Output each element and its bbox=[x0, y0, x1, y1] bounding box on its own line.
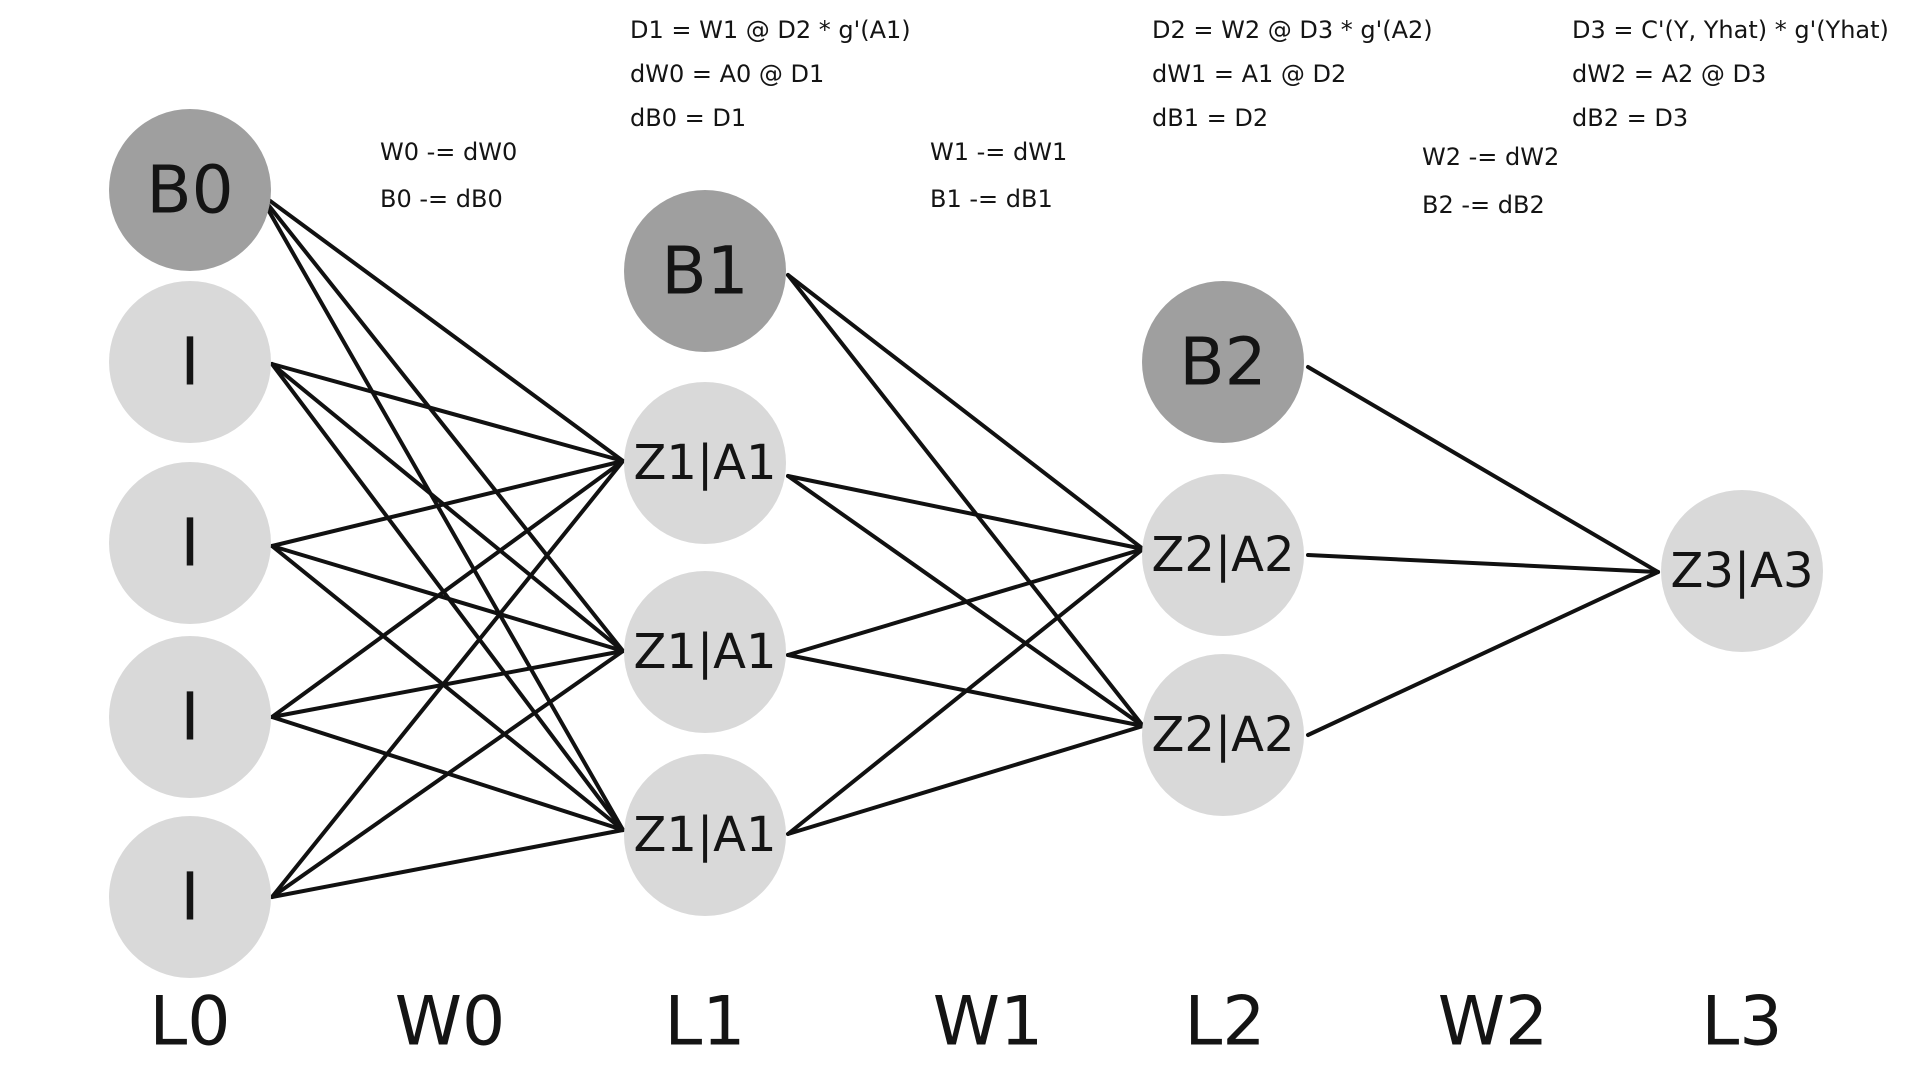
neuron-circle bbox=[624, 571, 786, 733]
node-label: I bbox=[180, 679, 199, 756]
neuron-node-l1-1: Z1|A1 bbox=[624, 382, 786, 544]
edge-l1n0-l2n1 bbox=[786, 273, 1145, 551]
node-label: I bbox=[180, 859, 199, 936]
update-b2: B2 -= dB2 bbox=[1422, 191, 1545, 219]
node-label: I bbox=[180, 324, 199, 401]
update-w0: W0 -= dW0 bbox=[380, 138, 517, 166]
edge-l0n3-l1n2 bbox=[270, 649, 625, 719]
weight-label-w0: W0 bbox=[395, 983, 506, 1062]
layer-label-l0: L0 bbox=[149, 983, 230, 1062]
neuron-circle bbox=[109, 462, 271, 624]
node-label: Z3|A3 bbox=[1671, 543, 1814, 599]
neuron-circle bbox=[624, 754, 786, 916]
neuron-circle bbox=[624, 382, 786, 544]
layer-label-l2: L2 bbox=[1184, 983, 1265, 1062]
node-label: Z1|A1 bbox=[634, 624, 777, 680]
grad-d3: D3 = C'(Y, Yhat) * g'(Yhat) bbox=[1572, 16, 1889, 44]
edge-l1n3-l2n1 bbox=[786, 547, 1145, 836]
neuron-circle bbox=[109, 816, 271, 978]
node-label: B0 bbox=[146, 152, 233, 229]
neuron-node-l1-2: Z1|A1 bbox=[624, 571, 786, 733]
update-b0: B0 -= dB0 bbox=[380, 185, 503, 213]
neuron-node-l0-2: I bbox=[109, 462, 271, 624]
neuron-circle bbox=[109, 636, 271, 798]
edge-l1n1-l2n1 bbox=[786, 474, 1145, 551]
edge-l2n1-l3n0 bbox=[1306, 553, 1660, 574]
node-label: Z2|A2 bbox=[1152, 527, 1295, 583]
grad-dw0: dW0 = A0 @ D1 bbox=[630, 60, 824, 88]
edge-l0n2-l1n2 bbox=[270, 544, 625, 653]
grad-dw2: dW2 = A2 @ D3 bbox=[1572, 60, 1766, 88]
bias-circle bbox=[1142, 281, 1304, 443]
bias-node-l0-0: B0 bbox=[109, 109, 271, 271]
neuron-node-l0-3: I bbox=[109, 636, 271, 798]
edge-l2n2-l3n0 bbox=[1306, 570, 1660, 737]
edge-l0n1-l1n1 bbox=[270, 362, 625, 463]
grad-d2: D2 = W2 @ D3 * g'(A2) bbox=[1152, 16, 1433, 44]
edge-l0n4-l1n2 bbox=[270, 649, 625, 899]
neuron-circle bbox=[1661, 490, 1823, 652]
neuron-node-l2-2: Z2|A2 bbox=[1142, 654, 1304, 816]
bias-circle bbox=[624, 190, 786, 352]
edge-l0n1-l1n2 bbox=[270, 362, 625, 653]
layer-label-l1: L1 bbox=[664, 983, 745, 1062]
grad-d1: D1 = W1 @ D2 * g'(A1) bbox=[630, 16, 911, 44]
edge-l0n0-l1n3 bbox=[256, 190, 625, 832]
layer-label-l3: L3 bbox=[1701, 983, 1782, 1062]
node-label: Z1|A1 bbox=[634, 807, 777, 863]
update-b1: B1 -= dB1 bbox=[930, 185, 1053, 213]
node-label: B1 bbox=[661, 233, 748, 310]
edge-l2n0-l3n0 bbox=[1306, 365, 1660, 574]
edge-l0n4-l1n1 bbox=[270, 459, 625, 899]
grad-db0: dB0 = D1 bbox=[630, 104, 746, 132]
bias-circle bbox=[109, 109, 271, 271]
edge-l0n4-l1n3 bbox=[270, 828, 625, 899]
neuron-node-l0-1: I bbox=[109, 281, 271, 443]
weight-label-w2: W2 bbox=[1438, 983, 1549, 1062]
update-w2: W2 -= dW2 bbox=[1422, 143, 1559, 171]
update-w1: W1 -= dW1 bbox=[930, 138, 1067, 166]
neuron-circle bbox=[1142, 474, 1304, 636]
edge-l0n0-l1n2 bbox=[256, 190, 625, 653]
neuron-node-l0-4: I bbox=[109, 816, 271, 978]
neuron-node-l2-1: Z2|A2 bbox=[1142, 474, 1304, 636]
edge-l1n2-l2n1 bbox=[786, 547, 1145, 657]
connections bbox=[256, 190, 1660, 899]
bias-node-l2-0: B2 bbox=[1142, 281, 1304, 443]
neuron-node-l3-0: Z3|A3 bbox=[1661, 490, 1823, 652]
weight-label-w1: W1 bbox=[933, 983, 1044, 1062]
edge-l0n0-l1n1 bbox=[256, 190, 625, 463]
edge-l1n0-l2n2 bbox=[786, 273, 1145, 728]
neuron-node-l1-3: Z1|A1 bbox=[624, 754, 786, 916]
neuron-circle bbox=[109, 281, 271, 443]
node-label: Z2|A2 bbox=[1152, 707, 1295, 763]
node-label: B2 bbox=[1179, 324, 1266, 401]
bias-node-l1-0: B1 bbox=[624, 190, 786, 352]
neuron-circle bbox=[1142, 654, 1304, 816]
nodes: B0 I I I I B1 Z1|A1 Z1|A1 Z1|A1 B2 Z2|A2 Z2|A2 Z3|A3 bbox=[109, 109, 1823, 978]
node-label: I bbox=[180, 505, 199, 582]
node-label: Z1|A1 bbox=[634, 435, 777, 491]
grad-db2: dB2 = D3 bbox=[1572, 104, 1688, 132]
edge-l1n3-l2n2 bbox=[786, 724, 1145, 836]
edge-l0n2-l1n3 bbox=[270, 544, 625, 832]
grad-db1: dB1 = D2 bbox=[1152, 104, 1268, 132]
edge-l0n2-l1n1 bbox=[270, 459, 625, 548]
grad-dw1: dW1 = A1 @ D2 bbox=[1152, 60, 1346, 88]
edge-l0n3-l1n1 bbox=[270, 459, 625, 719]
